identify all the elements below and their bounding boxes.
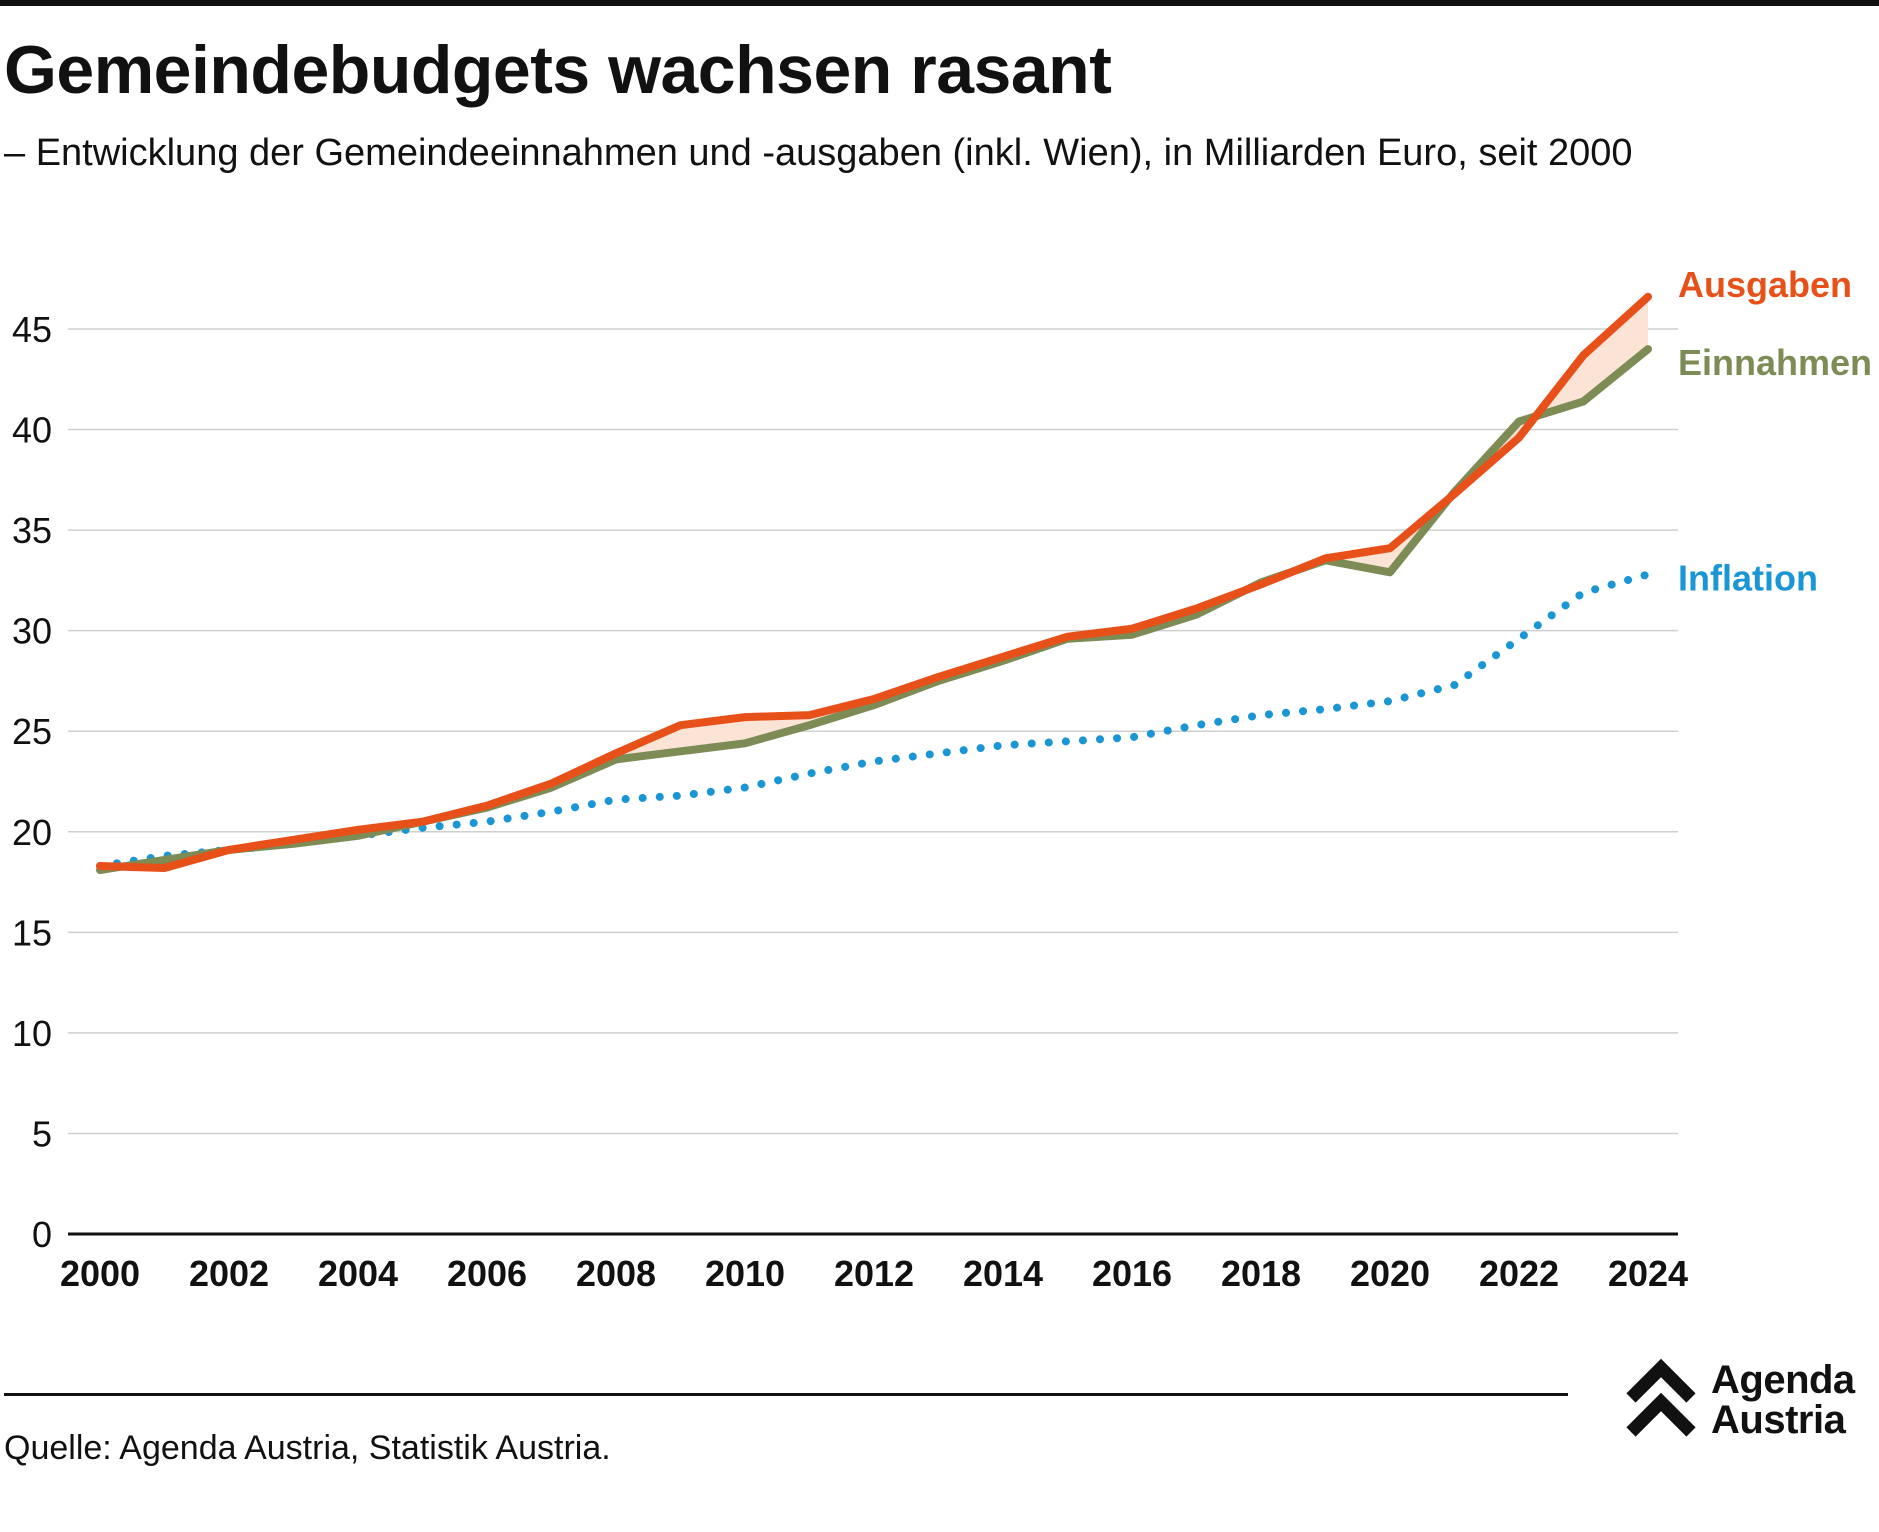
x-tick-label: 2000 — [60, 1253, 140, 1294]
y-tick-label: 0 — [32, 1214, 52, 1255]
difference-area — [100, 296, 1648, 870]
chart-title: Gemeindebudgets wachsen rasant — [4, 32, 1112, 108]
chart-subtitle: – Entwicklung der Gemeindeeinnahmen und … — [4, 132, 1633, 174]
source-note: Quelle: Agenda Austria, Statistik Austri… — [4, 1429, 611, 1467]
y-tick-label: 45 — [12, 309, 52, 350]
x-tick-label: 2004 — [318, 1253, 398, 1294]
gridlines — [68, 328, 1678, 1135]
line-chart: 0 5 10 15 20 25 30 35 40 45 2000 2002 2004 2006 2008 20… — [12, 264, 1872, 1294]
y-tick-label: 5 — [32, 1113, 52, 1154]
series-label-ausgaben: Ausgaben — [1678, 264, 1852, 305]
series-labels: Ausgaben Einnahmen Inflation — [1678, 264, 1872, 599]
x-tick-label: 2012 — [834, 1253, 914, 1294]
y-tick-label: 20 — [12, 812, 52, 853]
x-tick-label: 2008 — [576, 1253, 656, 1294]
agenda-austria-logo: Agenda Austria — [1625, 1358, 1875, 1448]
x-tick-label: 2006 — [447, 1253, 527, 1294]
top-rule — [0, 0, 1879, 6]
y-tick-label: 40 — [12, 410, 52, 451]
x-tick-label: 2020 — [1350, 1253, 1430, 1294]
logo-wordmark: Agenda Austria — [1711, 1360, 1855, 1440]
axes: 0 5 10 15 20 25 30 35 40 45 2000 2002 2004 2006 2008 20… — [12, 309, 1688, 1294]
x-tick-label: 2002 — [189, 1253, 269, 1294]
x-tick-label: 2022 — [1479, 1253, 1559, 1294]
difference-area-layer — [100, 296, 1648, 870]
series-label-einnahmen: Einnahmen — [1678, 342, 1872, 383]
series-line-inflation — [96, 570, 1652, 870]
logo-line-1: Agenda — [1711, 1358, 1855, 1402]
y-tick-label: 25 — [12, 711, 52, 752]
y-tick-label: 35 — [12, 510, 52, 551]
x-tick-label: 2016 — [1092, 1253, 1172, 1294]
x-tick-label: 2018 — [1221, 1253, 1301, 1294]
logo-line-2: Austria — [1711, 1398, 1846, 1442]
series-line-ausgaben — [96, 292, 1652, 872]
x-tick-label: 2024 — [1608, 1253, 1688, 1294]
x-tick-label: 2010 — [705, 1253, 785, 1294]
x-tick-label: 2014 — [963, 1253, 1043, 1294]
series-layer — [96, 292, 1652, 874]
footer-rule — [4, 1393, 1568, 1396]
chevron-up-logo-icon — [1626, 1358, 1696, 1437]
series-label-inflation: Inflation — [1678, 557, 1818, 598]
y-tick-label: 15 — [12, 912, 52, 953]
y-tick-label: 30 — [12, 611, 52, 652]
y-tick-label: 10 — [12, 1013, 52, 1054]
series-line-einnahmen — [96, 345, 1652, 874]
